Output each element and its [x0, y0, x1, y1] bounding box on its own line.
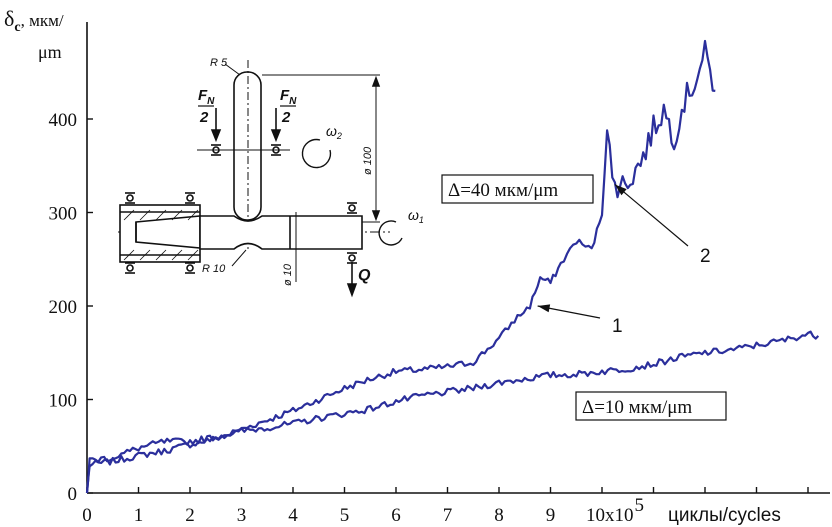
y-tick-label: 200 [49, 297, 78, 318]
x-tick-label: 0 [82, 505, 92, 526]
inset-labels: R 5 FN 2 FN 2 ω2 ω1 ø 100 ø 10 R 10 Q [198, 57, 424, 286]
x-tick-label: 6 [391, 505, 401, 526]
inset-label-d100: ø 100 [362, 146, 374, 175]
x-tick-label: 8 [494, 505, 504, 526]
inset-label-q: Q [358, 267, 371, 284]
inset-label-r5: R 5 [210, 57, 228, 69]
x-tick-label: 2 [185, 505, 195, 526]
curve-label-1: 1 [612, 316, 623, 337]
inset-label-2-left: 2 [199, 109, 209, 126]
annotation-box-40: Δ=40 мкм/μm [441, 174, 594, 204]
annotation-40-text: Δ=40 мкм/μm [448, 180, 558, 201]
y-tick-label: 100 [49, 391, 78, 412]
x-tick-label: 7 [443, 505, 453, 526]
annotation-box-10: Δ=10 мкм/μm [575, 391, 727, 421]
pointer-line-2 [614, 183, 689, 247]
svg-text:δc, мкм/: δc, мкм/ [4, 6, 64, 35]
inset-label-2-right: 2 [281, 109, 291, 126]
y-axis-label: δc, мкм/ μm [4, 6, 64, 62]
inset-diagram [118, 60, 403, 298]
y-label-unit-top: , мкм/ [21, 11, 64, 30]
y-label-symbol: δ [4, 6, 14, 31]
x-tick-label: 4 [288, 505, 298, 526]
x-tick-label: 10x10 [586, 505, 634, 526]
x-tick-label: 1 [134, 505, 144, 526]
inset-shaft-body [199, 215, 363, 250]
inset-label-r10: R 10 [202, 263, 226, 275]
inset-label-d10: ø 10 [282, 263, 294, 286]
inset-label-omega2: ω2 [326, 123, 342, 141]
inset-shaft-taper [135, 215, 201, 249]
inset-label-omega1: ω1 [408, 207, 424, 225]
x-tick-label: 5 [340, 505, 350, 526]
x-tick-label: 9 [546, 505, 556, 526]
pointer-head-2 [614, 184, 627, 196]
annotation-10-text: Δ=10 мкм/μm [582, 397, 692, 418]
series-line-2 [85, 330, 820, 494]
inset-label-fn-left: FN [198, 87, 215, 107]
inset-label-fn-right: FN [280, 87, 297, 107]
curve-label-2: 2 [700, 246, 711, 267]
series-line-1 [85, 39, 716, 494]
y-label-subscript: c [14, 20, 20, 35]
pointer-head-1 [537, 304, 551, 313]
x-power-label: 5 [635, 495, 645, 516]
x-axis-label: циклы/cycles [668, 505, 781, 526]
y-tick-label: 400 [49, 110, 78, 131]
y-tick-label: 300 [49, 204, 78, 225]
y-label-unit-bottom: μm [38, 42, 62, 62]
x-tick-label: 3 [237, 505, 247, 526]
y-tick-label: 0 [68, 484, 78, 505]
